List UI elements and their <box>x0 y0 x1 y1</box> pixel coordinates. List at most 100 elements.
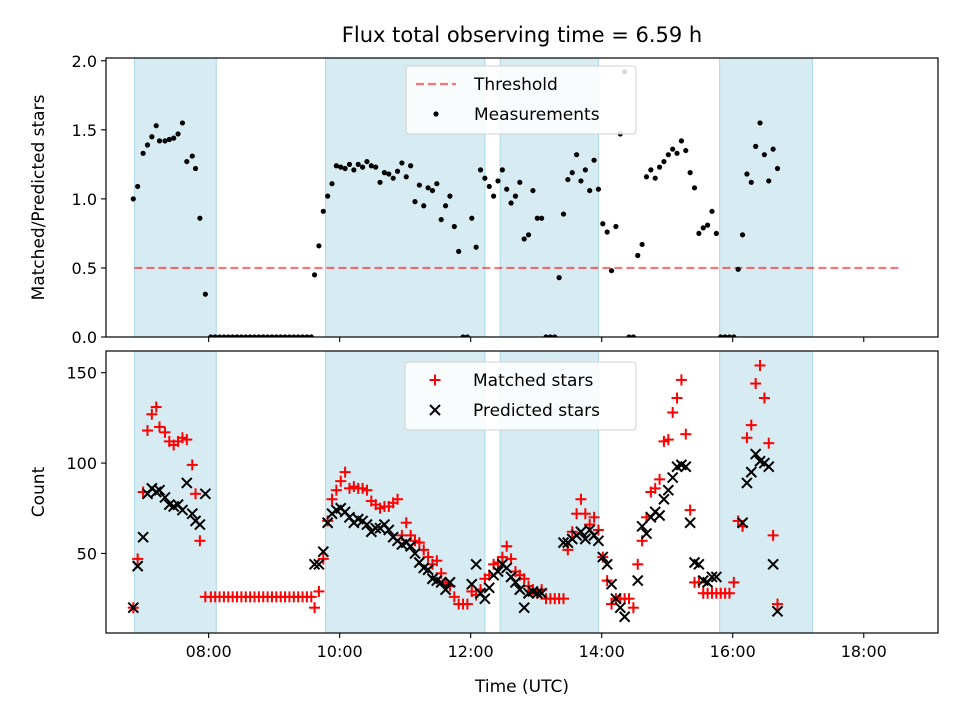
matched-star-point <box>496 551 508 563</box>
measurement-point <box>197 215 203 221</box>
predicted-star-point <box>176 504 189 516</box>
y-axis-label: Matched/Predicted stars <box>29 94 49 300</box>
predicted-star-point <box>137 531 149 543</box>
matched-star-point <box>662 434 674 446</box>
matched-star-point <box>154 421 166 433</box>
measurement-point <box>364 158 370 165</box>
predicted-star-point <box>509 576 522 589</box>
predicted-star-point <box>710 571 723 583</box>
predicted-star-point <box>479 592 491 605</box>
matched-star-point <box>501 540 513 552</box>
plot-area <box>130 58 899 337</box>
matched-star-point <box>418 544 430 556</box>
matched-star-point <box>313 585 325 597</box>
y-tick-label: 0.5 <box>72 259 97 278</box>
matched-star-point <box>623 593 635 605</box>
predicted-star-point <box>422 564 434 576</box>
matched-star-point <box>335 475 347 487</box>
measurement-point <box>189 153 195 159</box>
measurement-point <box>722 334 728 337</box>
legend-matched-marker <box>429 374 441 386</box>
measurement-point <box>291 334 297 337</box>
measurement-point <box>247 334 253 337</box>
measurement-point <box>192 165 199 172</box>
measurement-point <box>325 193 331 199</box>
predicted-star-point <box>736 517 749 529</box>
predicted-star-point <box>767 558 779 571</box>
measurement-point <box>639 241 645 248</box>
measurement-point <box>390 175 396 181</box>
measurement-point <box>482 175 488 181</box>
axes-frame <box>105 350 939 634</box>
measurement-point <box>230 334 236 337</box>
predicted-star-point <box>383 524 395 536</box>
legend-label: Threshold <box>473 75 558 95</box>
measurement-point <box>451 223 457 230</box>
predicted-star-point <box>535 587 548 599</box>
measurement-point <box>408 163 414 169</box>
measurement-point <box>273 334 279 337</box>
measurement-point <box>665 152 671 158</box>
measurement-point <box>656 164 663 170</box>
predicted-star-point <box>614 601 626 614</box>
matched-star-point <box>767 529 779 541</box>
measurement-point <box>299 334 306 337</box>
matched-star-point <box>771 598 783 610</box>
measurement-point <box>166 136 172 143</box>
x-tick-label: 14:00 <box>579 642 625 661</box>
matched-star-point <box>339 466 351 478</box>
predicted-star-point <box>150 486 162 498</box>
measurement-point <box>595 186 602 192</box>
measurement-point <box>587 187 593 194</box>
predicted-star-point <box>741 477 753 489</box>
measurement-point <box>386 171 392 177</box>
predicted-star-point <box>557 536 570 549</box>
x-tick-label: 12:00 <box>448 642 494 661</box>
matched-star-point <box>684 504 696 516</box>
measurement-point <box>565 176 571 183</box>
matched-star-point <box>518 573 530 585</box>
predicted-star-point <box>313 558 325 571</box>
legend-label: Predicted stars <box>473 401 600 421</box>
matched-star-point <box>146 408 158 420</box>
measurement-point <box>517 179 523 185</box>
matched-star-point <box>461 598 473 610</box>
measurement-point <box>547 334 553 337</box>
matched-star-point <box>750 378 762 390</box>
measurement-point <box>687 170 693 176</box>
matched-star-point <box>584 519 596 531</box>
predicted-star-point <box>483 582 495 594</box>
measurement-point <box>569 170 575 176</box>
measurement-point <box>202 291 208 297</box>
measurement-point <box>162 138 168 144</box>
matched-star-point <box>448 591 460 603</box>
matched-star-point <box>181 434 193 446</box>
measurement-point <box>140 150 146 156</box>
matched-star-point <box>431 555 443 567</box>
axes-frame <box>105 57 939 338</box>
predicted-star-point <box>369 522 382 534</box>
measurement-point <box>578 178 584 184</box>
measurement-point <box>770 146 776 152</box>
measurement-point <box>238 334 244 337</box>
measurement-point <box>135 183 141 190</box>
predicted-star-point <box>597 551 609 563</box>
matched-star-point <box>400 517 412 529</box>
measurement-point <box>464 334 471 337</box>
x-tick-label: 18:00 <box>841 642 887 661</box>
measurement-point <box>311 272 318 278</box>
measurement-point <box>208 334 214 337</box>
measurement-point <box>264 334 271 337</box>
matched-star-point <box>667 406 679 418</box>
predicted-star-point <box>361 518 373 531</box>
measurement-point <box>713 230 719 237</box>
predicted-star-point <box>501 562 513 574</box>
measurement-point <box>508 200 514 206</box>
measurement-point <box>130 196 136 202</box>
predicted-star-point <box>632 574 644 587</box>
measurement-point <box>608 268 615 274</box>
measurement-point <box>512 193 519 199</box>
measurement-point <box>495 178 501 184</box>
predicted-star-point <box>662 484 675 496</box>
predicted-star-point <box>127 601 140 614</box>
